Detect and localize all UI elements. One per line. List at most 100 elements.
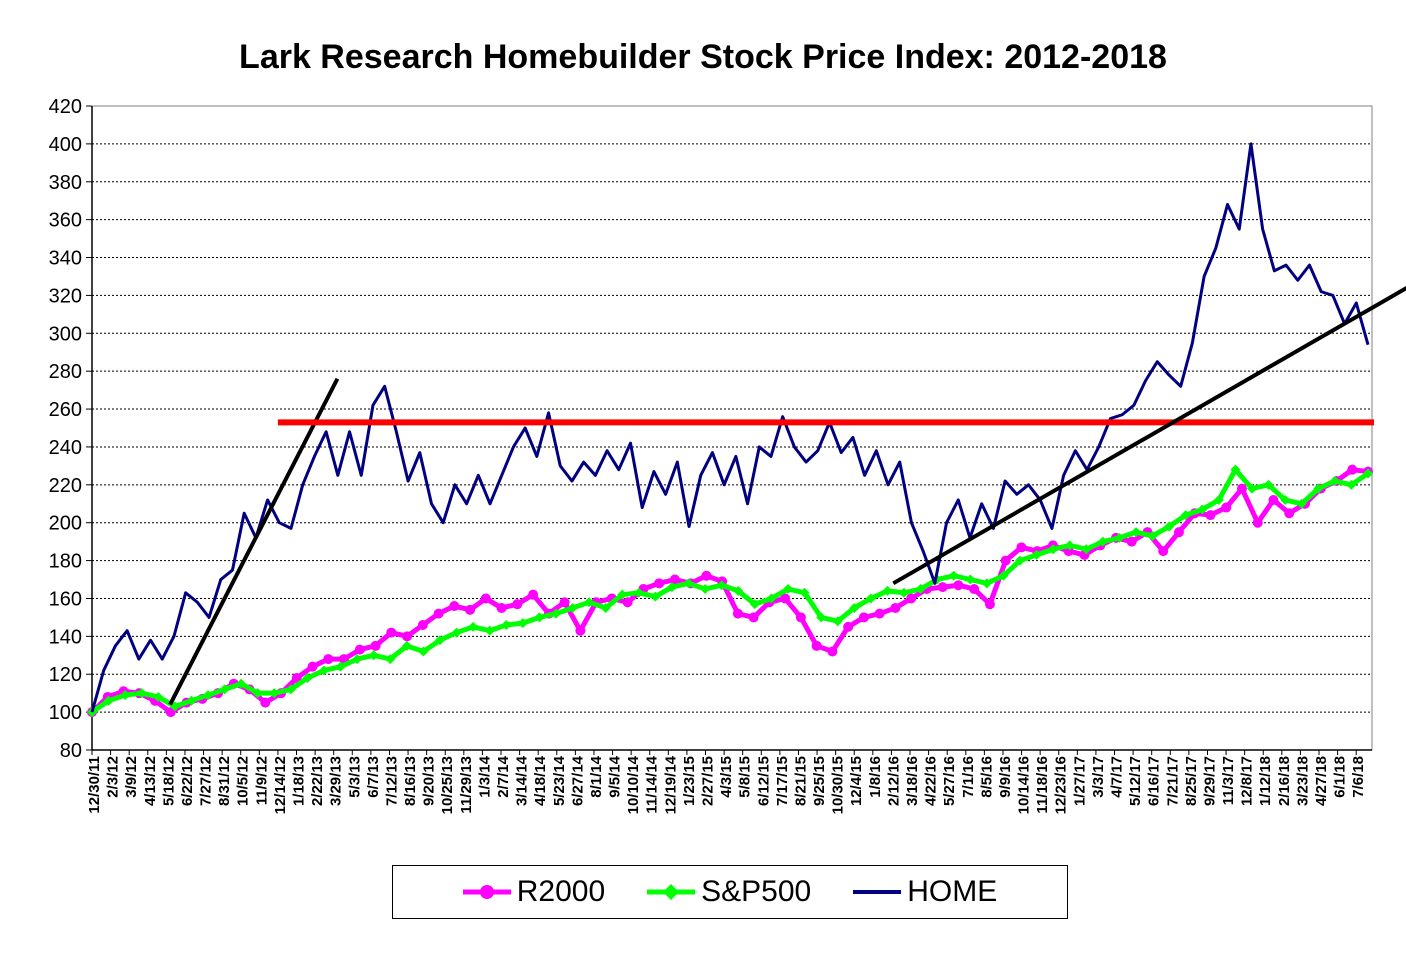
x-tick-label: 4/27/18 [1313,756,1330,806]
data-point-sp500 [1329,476,1340,487]
data-point-sp500 [749,599,760,610]
y-tick-label: 140 [49,626,82,648]
x-tick-label: 11/14/14 [644,755,661,813]
data-point-r2000 [1347,464,1358,475]
data-point-r2000 [323,654,334,665]
y-tick-label: 200 [49,513,82,535]
x-tick-label: 1/3/14 [476,755,493,797]
data-point-sp500 [1197,504,1208,515]
legend-item-r2000: R2000 [462,875,605,909]
data-point-sp500 [998,570,1009,581]
x-tick-label: 6/16/17 [1146,756,1163,806]
data-point-sp500 [948,570,959,581]
data-point-sp500 [667,582,677,593]
x-tick-label: 8/5/16 [978,756,995,798]
data-point-sp500 [865,593,876,604]
x-tick-label: 3/3/17 [1090,756,1107,798]
data-point-sp500 [120,690,131,701]
data-point-sp500 [1363,468,1373,479]
axes: 80 100 120 140 160 180 200 220 240 260 280 300 320 34… [49,96,1373,814]
data-point-sp500 [551,608,561,619]
data-point-sp500 [650,591,661,602]
data-point-sp500 [1346,479,1357,490]
data-point-r2000 [669,574,680,585]
data-point-r2000 [307,661,318,672]
data-point-r2000 [575,625,586,636]
data-point-r2000 [402,631,413,642]
data-point-r2000 [512,599,523,610]
x-tick-label: 4/13/12 [142,756,159,806]
y-tick-label: 100 [49,702,82,724]
x-tick-label: 12/30/11 [86,756,103,814]
data-point-sp500 [285,684,296,695]
data-point-sp500 [1263,479,1274,490]
x-tick-label: 10/10/14 [625,755,642,814]
data-point-sp500 [103,695,114,706]
x-tick-label: 9/9/16 [997,756,1014,798]
data-point-sp500 [1031,549,1042,560]
data-point-sp500 [534,612,545,623]
data-point-sp500 [468,621,479,632]
data-point-r2000 [449,601,460,612]
legend-swatch-r2000 [462,885,511,899]
data-point-sp500 [600,602,611,613]
legend-item-sp500: S&P500 [647,875,811,909]
legend-label-home: HOME [907,875,998,908]
data-point-sp500 [766,593,777,604]
series-home [90,142,1370,713]
data-point-sp500 [252,688,263,699]
y-tick-label: 380 [49,172,82,194]
x-tick-label: 3/29/13 [328,756,345,806]
y-tick-label: 240 [49,437,82,459]
data-point-sp500 [832,616,843,627]
data-point-sp500 [567,602,578,613]
data-point-sp500 [352,654,363,665]
trendline [168,377,340,706]
x-tick-label: 7/1/16 [960,756,977,798]
x-tick-label: 3/18/16 [904,756,921,806]
x-tick-label: 12/23/16 [1053,756,1070,814]
data-point-r2000 [1221,502,1232,513]
data-point-sp500 [899,587,909,598]
data-point-r2000 [1205,510,1216,521]
data-point-r2000 [622,597,633,608]
data-point-r2000 [732,608,743,619]
data-point-r2000 [260,697,271,708]
data-point-sp500 [1247,483,1257,494]
data-point-sp500 [1230,464,1241,475]
x-tick-label: 12/4/15 [848,756,865,806]
x-tick-label: 4/3/15 [718,756,735,798]
x-tick-label: 9/5/14 [607,755,624,797]
data-point-sp500 [1131,527,1141,538]
x-tick-label: 9/25/15 [811,756,828,806]
data-point-sp500 [1164,521,1175,532]
x-tick-label: 1/12/18 [1257,756,1274,806]
x-tick-label: 12/19/14 [662,755,679,814]
x-tick-label: 6/12/15 [755,756,772,806]
data-point-sp500 [716,580,727,591]
data-point-r2000 [953,580,964,591]
x-tick-label: 12/8/17 [1239,756,1256,806]
data-point-r2000 [386,627,397,638]
data-point-sp500 [1114,532,1125,543]
x-tick-label: 5/18/12 [160,756,177,806]
data-point-r2000 [984,599,995,610]
y-tick-label: 320 [49,285,82,307]
data-point-sp500 [385,654,396,665]
data-point-r2000 [1236,483,1247,494]
data-point-r2000 [795,612,806,623]
data-point-r2000 [748,612,759,623]
data-point-sp500 [816,612,827,623]
x-tick-label: 1/18/13 [291,756,308,806]
y-tick-label: 420 [49,96,82,118]
x-tick-label: 6/27/14 [569,755,586,806]
x-tick-label: 3/23/18 [1294,756,1311,806]
data-point-sp500 [1097,536,1108,547]
x-tick-label: 6/1/18 [1332,756,1349,798]
data-point-r2000 [654,578,665,589]
data-point-r2000 [701,570,712,581]
x-tick-label: 7/6/18 [1350,756,1367,798]
x-tick-label: 9/29/17 [1201,756,1218,806]
x-tick-label: 6/7/13 [365,756,382,798]
x-tick-label: 5/27/16 [941,756,958,806]
